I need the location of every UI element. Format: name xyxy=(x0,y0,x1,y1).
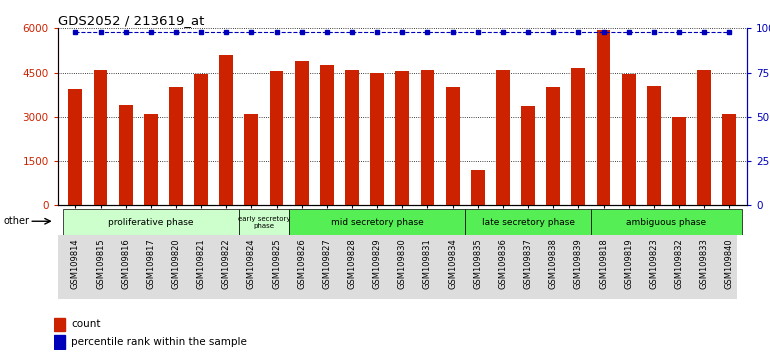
Text: GSM109815: GSM109815 xyxy=(96,239,105,289)
Text: GSM109819: GSM109819 xyxy=(624,239,633,289)
Text: GSM109830: GSM109830 xyxy=(398,239,407,289)
Text: GDS2052 / 213619_at: GDS2052 / 213619_at xyxy=(58,14,204,27)
Text: GSM109821: GSM109821 xyxy=(196,239,206,289)
Text: late secretory phase: late secretory phase xyxy=(481,218,574,227)
Text: GSM109838: GSM109838 xyxy=(549,239,557,290)
Bar xyxy=(571,68,585,205)
Bar xyxy=(239,209,290,235)
Text: percentile rank within the sample: percentile rank within the sample xyxy=(72,337,247,347)
Bar xyxy=(370,73,384,205)
Text: GSM109831: GSM109831 xyxy=(423,239,432,289)
Bar xyxy=(697,70,711,205)
Text: GSM109832: GSM109832 xyxy=(675,239,684,289)
Text: GSM109834: GSM109834 xyxy=(448,239,457,289)
Bar xyxy=(621,74,635,205)
Text: GSM109835: GSM109835 xyxy=(474,239,482,289)
Bar xyxy=(591,209,742,235)
Bar xyxy=(465,209,591,235)
Text: GSM109826: GSM109826 xyxy=(297,239,306,289)
Text: GSM109825: GSM109825 xyxy=(272,239,281,289)
Text: GSM109816: GSM109816 xyxy=(121,239,130,289)
Text: GSM109840: GSM109840 xyxy=(725,239,734,289)
Text: GSM109817: GSM109817 xyxy=(146,239,156,289)
Bar xyxy=(54,318,65,331)
Bar xyxy=(345,70,359,205)
Bar xyxy=(194,74,208,205)
Bar xyxy=(672,117,686,205)
Bar xyxy=(547,87,560,205)
Bar xyxy=(471,170,484,205)
Text: GSM109833: GSM109833 xyxy=(700,239,708,290)
Bar xyxy=(496,70,510,205)
Text: GSM109814: GSM109814 xyxy=(71,239,80,289)
Text: GSM109824: GSM109824 xyxy=(247,239,256,289)
Bar xyxy=(94,70,108,205)
Text: mid secretory phase: mid secretory phase xyxy=(331,218,424,227)
Text: GSM109822: GSM109822 xyxy=(222,239,231,289)
Bar xyxy=(69,89,82,205)
Bar xyxy=(722,114,736,205)
Bar xyxy=(446,87,460,205)
Bar xyxy=(420,70,434,205)
Bar xyxy=(270,71,283,205)
Text: ambiguous phase: ambiguous phase xyxy=(626,218,707,227)
Bar xyxy=(521,107,535,205)
Text: GSM109836: GSM109836 xyxy=(498,239,507,290)
Bar xyxy=(396,71,409,205)
Text: GSM109827: GSM109827 xyxy=(323,239,331,289)
Bar xyxy=(219,55,233,205)
Bar xyxy=(320,65,333,205)
Bar xyxy=(295,61,309,205)
Text: other: other xyxy=(4,216,30,226)
Bar xyxy=(54,335,65,349)
Text: GSM109823: GSM109823 xyxy=(649,239,658,289)
Text: GSM109829: GSM109829 xyxy=(373,239,382,289)
Bar xyxy=(169,87,183,205)
Text: count: count xyxy=(72,319,101,329)
Bar xyxy=(144,114,158,205)
Text: GSM109828: GSM109828 xyxy=(347,239,357,289)
Text: GSM109818: GSM109818 xyxy=(599,239,608,289)
Bar xyxy=(647,86,661,205)
Text: early secretory
phase: early secretory phase xyxy=(238,216,290,229)
Text: GSM109837: GSM109837 xyxy=(524,239,533,290)
Text: GSM109839: GSM109839 xyxy=(574,239,583,289)
Bar xyxy=(245,114,258,205)
Bar xyxy=(597,30,611,205)
Bar xyxy=(63,209,239,235)
Text: proliferative phase: proliferative phase xyxy=(108,218,193,227)
Bar xyxy=(119,105,132,205)
Text: GSM109820: GSM109820 xyxy=(172,239,180,289)
Bar xyxy=(290,209,465,235)
